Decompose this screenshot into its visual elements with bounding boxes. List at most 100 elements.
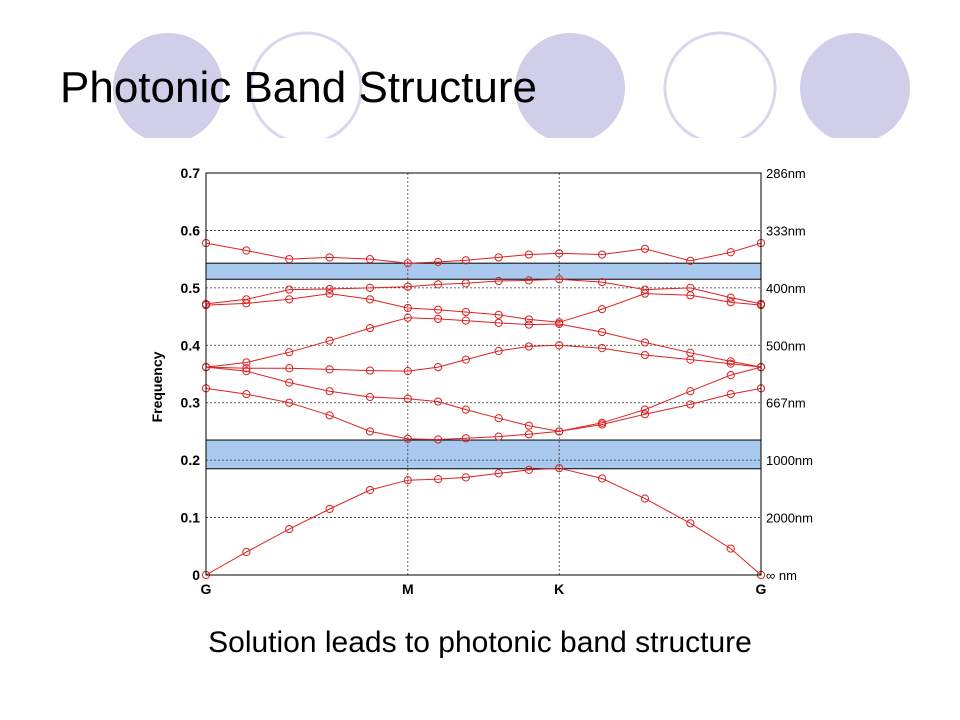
band-point [325, 284, 334, 294]
band-point [242, 295, 251, 304]
y-tick-label: 0.2 [181, 452, 201, 468]
grid-lines [206, 173, 761, 575]
band-point [433, 314, 443, 323]
band-point [494, 318, 503, 327]
band-point [285, 378, 294, 387]
band-point [461, 256, 470, 265]
x-tick-label: G [201, 581, 212, 597]
y-tick-label: 0.3 [181, 395, 201, 411]
band-point [325, 253, 334, 262]
band-point [325, 411, 334, 420]
band-point [242, 358, 251, 367]
band-point [726, 298, 735, 307]
slide-decoration [0, 31, 960, 160]
y-tick-label: 0.7 [181, 165, 201, 181]
band-point [555, 427, 564, 436]
band-point [325, 336, 334, 345]
band-point [325, 504, 334, 514]
band-point [403, 303, 412, 313]
band-point [325, 289, 334, 298]
band-point [433, 435, 443, 444]
band-line-7 [205, 278, 762, 305]
band-gap-1 [205, 439, 762, 470]
slide-title: Photonic Band Structure [60, 63, 537, 112]
decor-circle-filled-1 [113, 33, 223, 143]
band-point [597, 474, 607, 483]
band-point [461, 405, 470, 414]
band-point [494, 310, 503, 319]
band-point [640, 350, 650, 360]
band-point [433, 474, 443, 484]
band-point [285, 524, 294, 534]
band-5 [201, 313, 766, 372]
band-point [524, 320, 534, 329]
band-point [403, 367, 412, 376]
band-line-8 [205, 242, 762, 264]
band-point [285, 255, 294, 264]
band-point [365, 366, 375, 375]
right-axis-label: 667nm [766, 396, 806, 411]
slide-caption: Solution leads to photonic band structur… [208, 626, 752, 659]
band-line-2 [205, 387, 762, 441]
y-tick-label: 0.5 [181, 280, 201, 296]
band-point [433, 363, 443, 372]
band-point [461, 307, 470, 317]
band-point [365, 255, 375, 264]
band-point [285, 348, 294, 357]
y-tick-labels: 0 0.1 0.2 0.3 0.4 0.5 0.6 0.7 [181, 165, 201, 583]
band-point [524, 250, 534, 259]
band-point [242, 246, 251, 255]
x-tick-label: K [554, 581, 564, 597]
band-point [597, 278, 607, 287]
band-point [640, 494, 650, 503]
band-point [686, 400, 695, 409]
y-tick-label: 0.4 [181, 337, 201, 353]
band-point [365, 283, 375, 292]
band-point [640, 405, 650, 414]
band-7 [201, 275, 766, 309]
band-point [640, 410, 650, 419]
band-series [201, 238, 766, 580]
band-point [726, 371, 735, 380]
band-point [365, 323, 375, 333]
band-point [403, 434, 412, 443]
y-tick-label: 0.6 [181, 222, 201, 238]
band-point [726, 544, 735, 553]
band-point [640, 244, 650, 253]
band-point [285, 285, 294, 294]
band-point [285, 295, 294, 304]
band-line-5 [205, 317, 762, 368]
band-point [461, 473, 470, 482]
band-point [726, 359, 735, 368]
band-point [494, 253, 503, 262]
band-point [686, 348, 695, 357]
right-axis-label: 400nm [766, 281, 806, 296]
band-point [433, 305, 443, 314]
band-point [365, 485, 375, 495]
band-point [494, 432, 503, 441]
band-point [524, 430, 534, 439]
band-point [494, 469, 503, 478]
band-point [433, 257, 443, 267]
band-line-3 [205, 366, 762, 432]
band-line-4 [205, 344, 762, 372]
title-backdrop [0, 138, 960, 160]
x-tick-label: M [402, 581, 414, 597]
band-point [555, 464, 564, 473]
band-point [555, 318, 564, 327]
band-point [494, 276, 503, 286]
band-point [461, 316, 470, 325]
band-point [524, 276, 534, 285]
band-point [365, 295, 375, 304]
band-line-6 [205, 293, 762, 323]
band-point [686, 387, 695, 396]
band-point [524, 315, 534, 324]
y-axis-label: Frequency [149, 351, 165, 422]
band-point [285, 398, 294, 407]
band-point [726, 390, 735, 399]
y-tick-label: 0.1 [181, 510, 201, 526]
band-4 [201, 341, 766, 376]
band-point [242, 364, 251, 373]
band-point [686, 519, 695, 528]
band-point [686, 256, 695, 265]
